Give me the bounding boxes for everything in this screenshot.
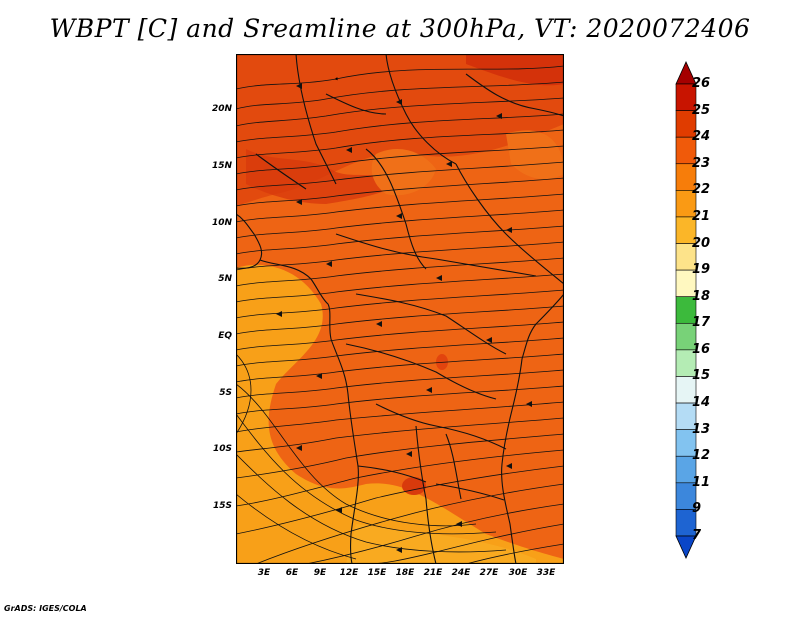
colorbar-label: 21 — [692, 208, 711, 224]
lon-label-27e: 27E — [479, 568, 499, 578]
lon-label-24e: 24E — [451, 568, 471, 578]
streamline-arrows — [276, 83, 532, 553]
lat-label-15n: 15N — [211, 161, 232, 171]
field-hot-spot-congo — [436, 354, 448, 370]
colorbar-label: 23 — [692, 155, 711, 171]
colorbar-label: 7 — [692, 528, 702, 543]
coastlines-borders — [236, 54, 564, 564]
colorbar-label: 9 — [692, 501, 702, 517]
field-patch-chad — [371, 149, 436, 196]
lat-label-eq: EQ — [218, 331, 232, 341]
field-hot-spot-south — [402, 477, 426, 495]
streamlines — [236, 65, 564, 564]
field-amber-sw — [236, 264, 564, 564]
colorbar-label: 18 — [692, 288, 711, 304]
lon-label-12e: 12E — [339, 568, 359, 578]
colorbar-label: 15 — [692, 368, 711, 384]
colorbar-label: 24 — [692, 129, 711, 145]
lon-label-3e: 3E — [257, 568, 271, 578]
colorbar-bottom-triangle — [675, 535, 697, 559]
map-frame — [236, 54, 564, 564]
field-hot-sahel — [246, 149, 396, 204]
colorbar-label: 13 — [692, 421, 711, 437]
colorbar-label: 20 — [692, 235, 711, 251]
lat-label-15s: 15S — [212, 501, 232, 511]
field-hot-ne — [466, 54, 564, 86]
grads-credit: GrADS: IGES/COLA — [4, 604, 87, 613]
colorbar-label: 19 — [692, 262, 711, 278]
lon-label-6e: 6E — [285, 568, 299, 578]
colorbar-label: 14 — [692, 395, 711, 411]
lat-label-10s: 10S — [212, 444, 232, 454]
colorbar-label: 11 — [692, 474, 711, 490]
lon-label-30e: 30E — [508, 568, 528, 578]
lat-label-5s: 5S — [219, 388, 232, 398]
field-patch-east — [506, 130, 564, 180]
lon-label-21e: 21E — [423, 568, 443, 578]
field-amber-south — [346, 524, 536, 564]
lat-label-5n: 5N — [218, 274, 232, 284]
lon-label-18e: 18E — [395, 568, 415, 578]
colorbar-label: 22 — [692, 182, 711, 198]
colorbar-label: 17 — [692, 315, 711, 331]
colorbar-label: 25 — [692, 102, 711, 118]
lat-label-20n: 20N — [211, 104, 232, 114]
lon-label-33e: 33E — [536, 568, 556, 578]
colorbar-label: 16 — [692, 341, 711, 357]
map-panel — [236, 54, 564, 564]
colorbar-label: 26 — [692, 76, 711, 91]
lon-label-9e: 9E — [313, 568, 327, 578]
lat-label-10n: 10N — [211, 218, 232, 228]
lon-label-15e: 15E — [367, 568, 387, 578]
colorbar — [675, 61, 697, 559]
map-title: WBPT [C] and Sreamline at 300hPa, VT: 20… — [49, 14, 751, 43]
colorbar-label: 12 — [692, 448, 711, 464]
